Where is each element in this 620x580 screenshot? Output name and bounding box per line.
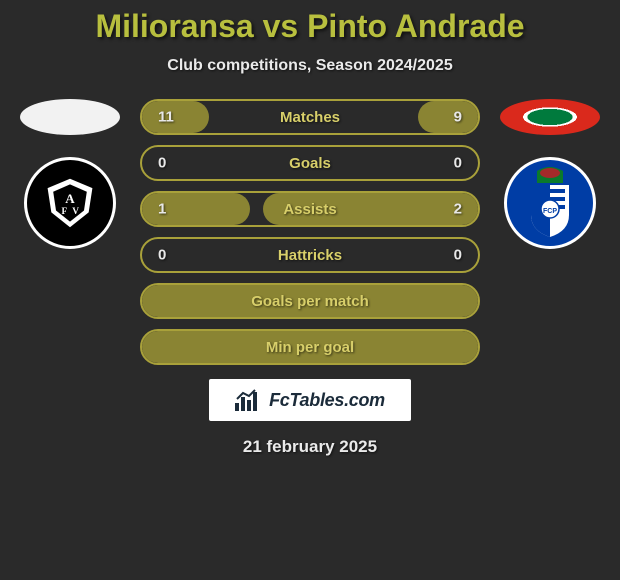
left-side: A F V [20, 99, 120, 249]
stat-label: Goals per match [251, 293, 369, 310]
stat-row: 0 Hattricks 0 [140, 237, 480, 273]
left-nation-flag-icon [20, 99, 120, 135]
stat-value-right: 0 [454, 247, 462, 264]
stat-value-right: 9 [454, 109, 462, 126]
svg-text:FCP: FCP [543, 208, 557, 215]
stat-row: Goals per match [140, 283, 480, 319]
stat-value-right: 0 [454, 155, 462, 172]
page-subtitle: Club competitions, Season 2024/2025 [0, 57, 620, 75]
comparison-card: Milioransa vs Pinto Andrade Club competi… [0, 0, 620, 465]
stat-row: 1 Assists 2 [140, 191, 480, 227]
bar-chart-icon [235, 389, 261, 411]
page-title: Milioransa vs Pinto Andrade [0, 8, 620, 45]
main-row: A F V 11 Matches 9 0 Goals 0 1 Assists 2 0 Hattric… [0, 99, 620, 365]
stat-value-left: 11 [158, 109, 174, 126]
stat-label: Min per goal [266, 339, 354, 356]
right-club-badge-icon: FCP [504, 157, 596, 249]
svg-text:A: A [65, 191, 75, 206]
left-club-badge-icon: A F V [24, 157, 116, 249]
right-nation-flag-icon [500, 99, 600, 135]
stats-column: 11 Matches 9 0 Goals 0 1 Assists 2 0 Hattricks 0 Goa… [140, 99, 480, 365]
svg-text:V: V [72, 207, 79, 217]
right-side: FCP [500, 99, 600, 249]
stat-value-left: 0 [158, 247, 166, 264]
stat-row: 0 Goals 0 [140, 145, 480, 181]
brand-badge[interactable]: FcTables.com [209, 379, 411, 421]
stat-value-right: 2 [454, 201, 462, 218]
stat-label: Assists [283, 201, 336, 218]
stat-label: Goals [289, 155, 331, 172]
date-text: 21 february 2025 [0, 437, 620, 457]
svg-text:F: F [62, 207, 68, 217]
brand-text: FcTables.com [269, 390, 385, 411]
stat-label: Matches [280, 109, 340, 126]
stat-fill-right [418, 101, 478, 133]
stat-fill-left [142, 101, 209, 133]
stat-label: Hattricks [278, 247, 342, 264]
stat-value-left: 0 [158, 155, 166, 172]
stat-row: 11 Matches 9 [140, 99, 480, 135]
stat-row: Min per goal [140, 329, 480, 365]
footer: FcTables.com 21 february 2025 [0, 379, 620, 457]
stat-value-left: 1 [158, 201, 166, 218]
